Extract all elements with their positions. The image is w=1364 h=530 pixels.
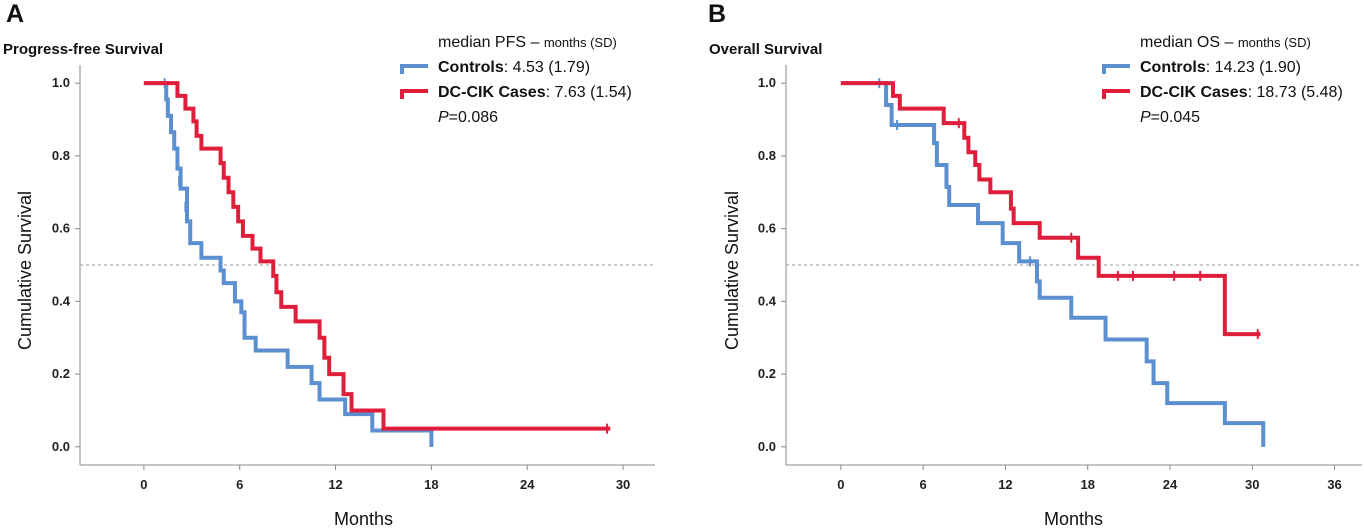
y-tick-label: 0.2 (758, 366, 776, 381)
legend-heading-text: median PFS – (438, 34, 540, 51)
legend-label-dc-cik: DC-CIK Cases (1140, 84, 1248, 101)
legend-item-controls: Controls: 14.23 (1.90) (1102, 55, 1343, 80)
survival-plot-b: 0.0 0.2 0.4 0.6 0.8 1.0 0 6 12 18 24 30 36 (758, 65, 1362, 492)
legend-item-controls: Controls: 4.53 (1.79) (400, 55, 632, 80)
y-tick-label: 1.0 (52, 75, 70, 90)
legend-swatch-controls (1102, 63, 1130, 74)
legend-a: median PFS – months (SD) Controls: 4.53 … (400, 30, 632, 130)
y-tick-label: 0.0 (758, 439, 776, 454)
y-tick-label: 0.8 (52, 148, 70, 163)
x-tick-label: 24 (520, 477, 535, 492)
legend-item-dc-cik: DC-CIK Cases: 18.73 (5.48) (1102, 80, 1343, 105)
survival-curve-controls (840, 81, 1266, 447)
legend-value-controls: : 4.53 (1.79) (503, 59, 591, 76)
p-label: P (438, 109, 449, 126)
x-tick-label: 0 (140, 477, 147, 492)
survival-curve-dc-cik-cases (143, 81, 611, 431)
legend-heading-a: median PFS – months (SD) (400, 30, 632, 55)
x-tick-label: 18 (1080, 477, 1094, 492)
survival-curve-dc-cik-cases (840, 81, 1261, 337)
x-tick-label: 6 (236, 477, 243, 492)
survival-curve-controls (143, 81, 434, 447)
p-label: P (1140, 109, 1151, 126)
legend-swatch-dc-cik (400, 88, 428, 99)
x-tick-label: 30 (1245, 477, 1259, 492)
p-value-a: P=0.086 (400, 105, 632, 130)
x-tick-label: 12 (328, 477, 342, 492)
y-tick-label: 0.0 (52, 439, 70, 454)
legend-swatch-dc-cik (1102, 88, 1130, 99)
x-tick-label: 18 (424, 477, 438, 492)
x-tick-label: 12 (998, 477, 1012, 492)
y-tick-label: 0.8 (758, 148, 776, 163)
x-axis-label-a: Months (334, 509, 394, 529)
y-tick-label: 0.4 (52, 293, 71, 308)
chart-title-b: Overall Survival (709, 41, 823, 58)
y-tick-label: 0.6 (758, 221, 776, 236)
legend-label-controls: Controls (1140, 59, 1206, 76)
chart-title-a: Progress-free Survival (3, 41, 164, 58)
x-tick-label: 30 (616, 477, 630, 492)
y-tick-label: 1.0 (758, 75, 776, 90)
p-value-text: =0.086 (448, 109, 499, 126)
legend-heading-units: months (SD) (1237, 35, 1311, 50)
survival-plot-a: 0.0 0.2 0.4 0.6 0.8 1.0 0 6 12 18 24 30 (52, 65, 655, 492)
x-tick-label: 36 (1327, 477, 1341, 492)
y-tick-label: 0.6 (52, 221, 70, 236)
x-axis-label-b: Months (1044, 509, 1104, 529)
legend-heading-text: median OS – (1140, 34, 1234, 51)
panel-letter-a: A (6, 0, 25, 28)
legend-heading-b: median OS – months (SD) (1102, 30, 1343, 55)
legend-b: median OS – months (SD) Controls: 14.23 … (1102, 30, 1343, 130)
p-value-text: =0.045 (1150, 109, 1201, 126)
panel-letter-b: B (708, 0, 727, 28)
legend-label-dc-cik: DC-CIK Cases (438, 84, 546, 101)
y-tick-label: 0.4 (758, 293, 777, 308)
x-tick-label: 0 (837, 477, 844, 492)
legend-value-dc-cik: : 7.63 (1.54) (545, 84, 632, 101)
panel-a: A Progress-free Survival Cumulative Surv… (0, 0, 680, 529)
legend-item-dc-cik: DC-CIK Cases: 7.63 (1.54) (400, 80, 632, 105)
panel-b: B Overall Survival Cumulative Survival M… (680, 0, 1364, 529)
legend-value-controls: : 14.23 (1.90) (1205, 59, 1301, 76)
legend-value-dc-cik: : 18.73 (5.48) (1247, 84, 1343, 101)
y-tick-label: 0.2 (52, 366, 70, 381)
legend-heading-units: months (SD) (543, 35, 617, 50)
x-tick-label: 24 (1163, 477, 1178, 492)
legend-label-controls: Controls (438, 59, 504, 76)
legend-swatch-controls (400, 63, 428, 74)
p-value-b: P=0.045 (1102, 105, 1343, 130)
x-tick-label: 6 (920, 477, 927, 492)
